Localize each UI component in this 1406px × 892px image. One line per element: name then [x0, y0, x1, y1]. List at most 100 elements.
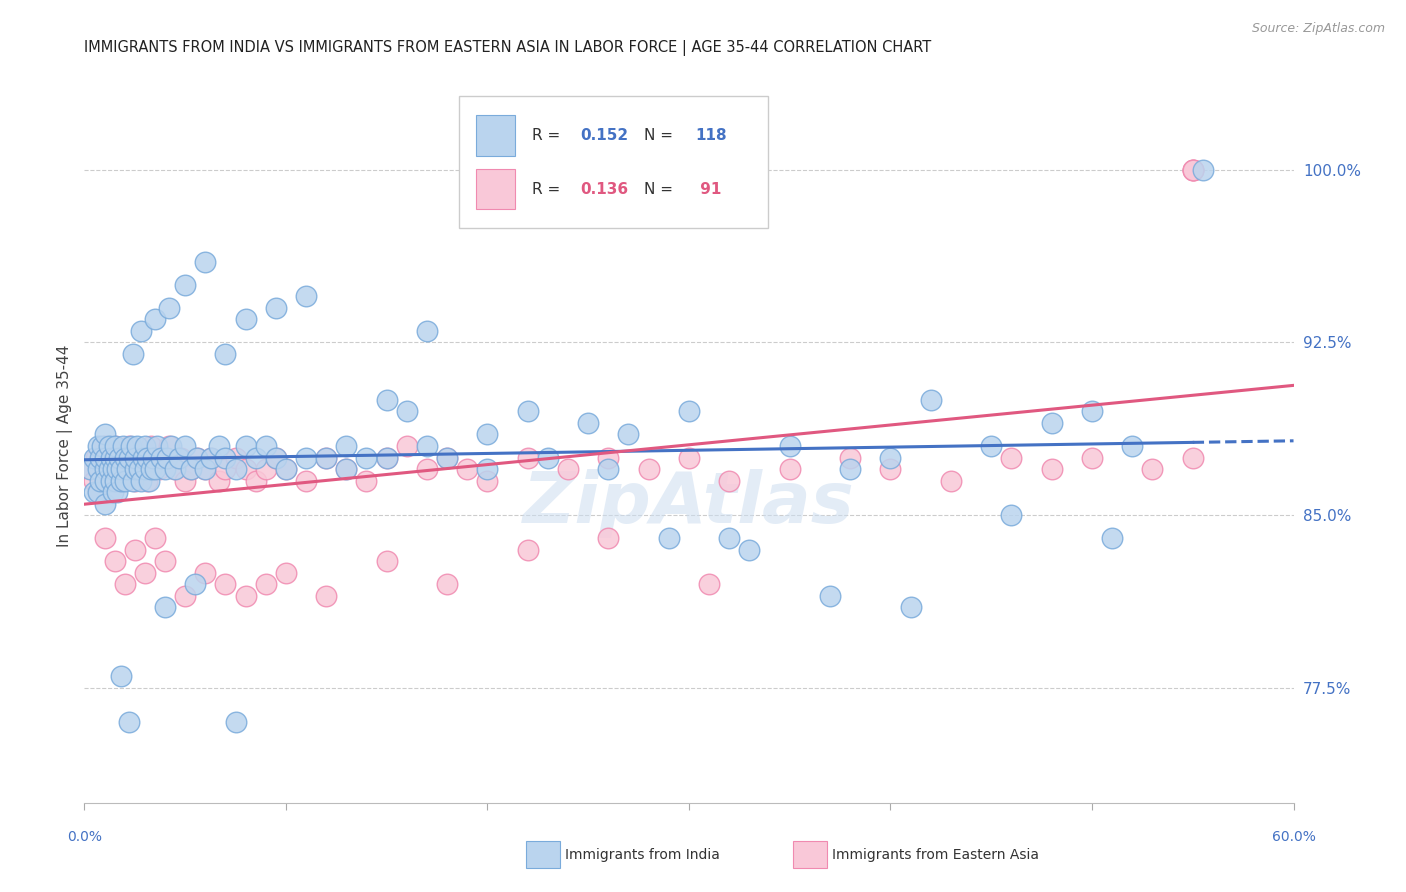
Point	[153, 554, 176, 568]
Point	[114, 577, 136, 591]
Point	[104, 439, 127, 453]
Text: R =: R =	[531, 182, 565, 196]
Point	[335, 462, 357, 476]
Point	[124, 450, 146, 465]
FancyBboxPatch shape	[460, 96, 768, 228]
Point	[194, 462, 217, 476]
Point	[105, 462, 128, 476]
Point	[100, 474, 122, 488]
Point	[165, 462, 187, 476]
Point	[139, 462, 162, 476]
Point	[110, 669, 132, 683]
Point	[1192, 162, 1215, 177]
Point	[121, 474, 143, 488]
Point	[1040, 462, 1063, 476]
Point	[87, 462, 110, 476]
Point	[134, 462, 156, 476]
Point	[254, 462, 277, 476]
Point	[839, 462, 862, 476]
Point	[274, 462, 297, 476]
Point	[879, 450, 901, 465]
Point	[143, 462, 166, 476]
Point	[153, 600, 176, 615]
Point	[208, 439, 231, 453]
Point	[135, 474, 157, 488]
Point	[245, 450, 267, 465]
Point	[557, 462, 579, 476]
Point	[148, 462, 170, 476]
Point	[225, 462, 247, 476]
Point	[143, 531, 166, 545]
Y-axis label: In Labor Force | Age 35-44: In Labor Force | Age 35-44	[58, 345, 73, 547]
Point	[315, 450, 337, 465]
Point	[295, 450, 318, 465]
Point	[477, 462, 499, 476]
Point	[264, 301, 287, 315]
Point	[436, 450, 458, 465]
Point	[124, 542, 146, 557]
Point	[879, 462, 901, 476]
Point	[111, 439, 134, 453]
Point	[93, 474, 115, 488]
Point	[436, 577, 458, 591]
Point	[416, 324, 439, 338]
Point	[208, 474, 231, 488]
Point	[120, 439, 142, 453]
Point	[617, 427, 640, 442]
Point	[598, 531, 620, 545]
Point	[225, 715, 247, 730]
Point	[779, 462, 801, 476]
Point	[104, 450, 127, 465]
Point	[114, 474, 136, 488]
Point	[129, 450, 152, 465]
Point	[537, 450, 560, 465]
Point	[101, 462, 124, 476]
Point	[658, 531, 681, 545]
Point	[83, 450, 105, 465]
Point	[235, 312, 257, 326]
Point	[129, 324, 152, 338]
Point	[86, 450, 108, 465]
Point	[118, 439, 141, 453]
Point	[153, 450, 176, 465]
Point	[697, 577, 720, 591]
Point	[104, 439, 127, 453]
Point	[124, 462, 146, 476]
Point	[87, 485, 110, 500]
Point	[1181, 450, 1204, 465]
Point	[110, 462, 132, 476]
Point	[96, 462, 118, 476]
Point	[200, 450, 222, 465]
Point	[1181, 162, 1204, 177]
Text: 0.0%: 0.0%	[67, 830, 101, 844]
Point	[254, 439, 277, 453]
Point	[818, 589, 841, 603]
Point	[174, 439, 197, 453]
Point	[416, 439, 439, 453]
Point	[101, 462, 124, 476]
Point	[356, 474, 378, 488]
Point	[264, 450, 287, 465]
Text: IMMIGRANTS FROM INDIA VS IMMIGRANTS FROM EASTERN ASIA IN LABOR FORCE | AGE 35-44: IMMIGRANTS FROM INDIA VS IMMIGRANTS FROM…	[84, 40, 932, 56]
Point	[93, 474, 115, 488]
Point	[143, 450, 166, 465]
Point	[184, 577, 207, 591]
Point	[1121, 439, 1143, 453]
Text: N =: N =	[644, 128, 678, 143]
Point	[274, 566, 297, 580]
Point	[1181, 162, 1204, 177]
Point	[214, 450, 236, 465]
Point	[134, 566, 156, 580]
FancyBboxPatch shape	[477, 115, 515, 156]
Point	[1081, 404, 1104, 418]
Point	[100, 450, 122, 465]
Point	[245, 474, 267, 488]
Point	[395, 404, 418, 418]
Point	[1040, 416, 1063, 430]
Point	[516, 404, 538, 418]
Point	[235, 439, 257, 453]
FancyBboxPatch shape	[477, 169, 515, 210]
Point	[97, 462, 120, 476]
Point	[165, 462, 187, 476]
Point	[214, 347, 236, 361]
